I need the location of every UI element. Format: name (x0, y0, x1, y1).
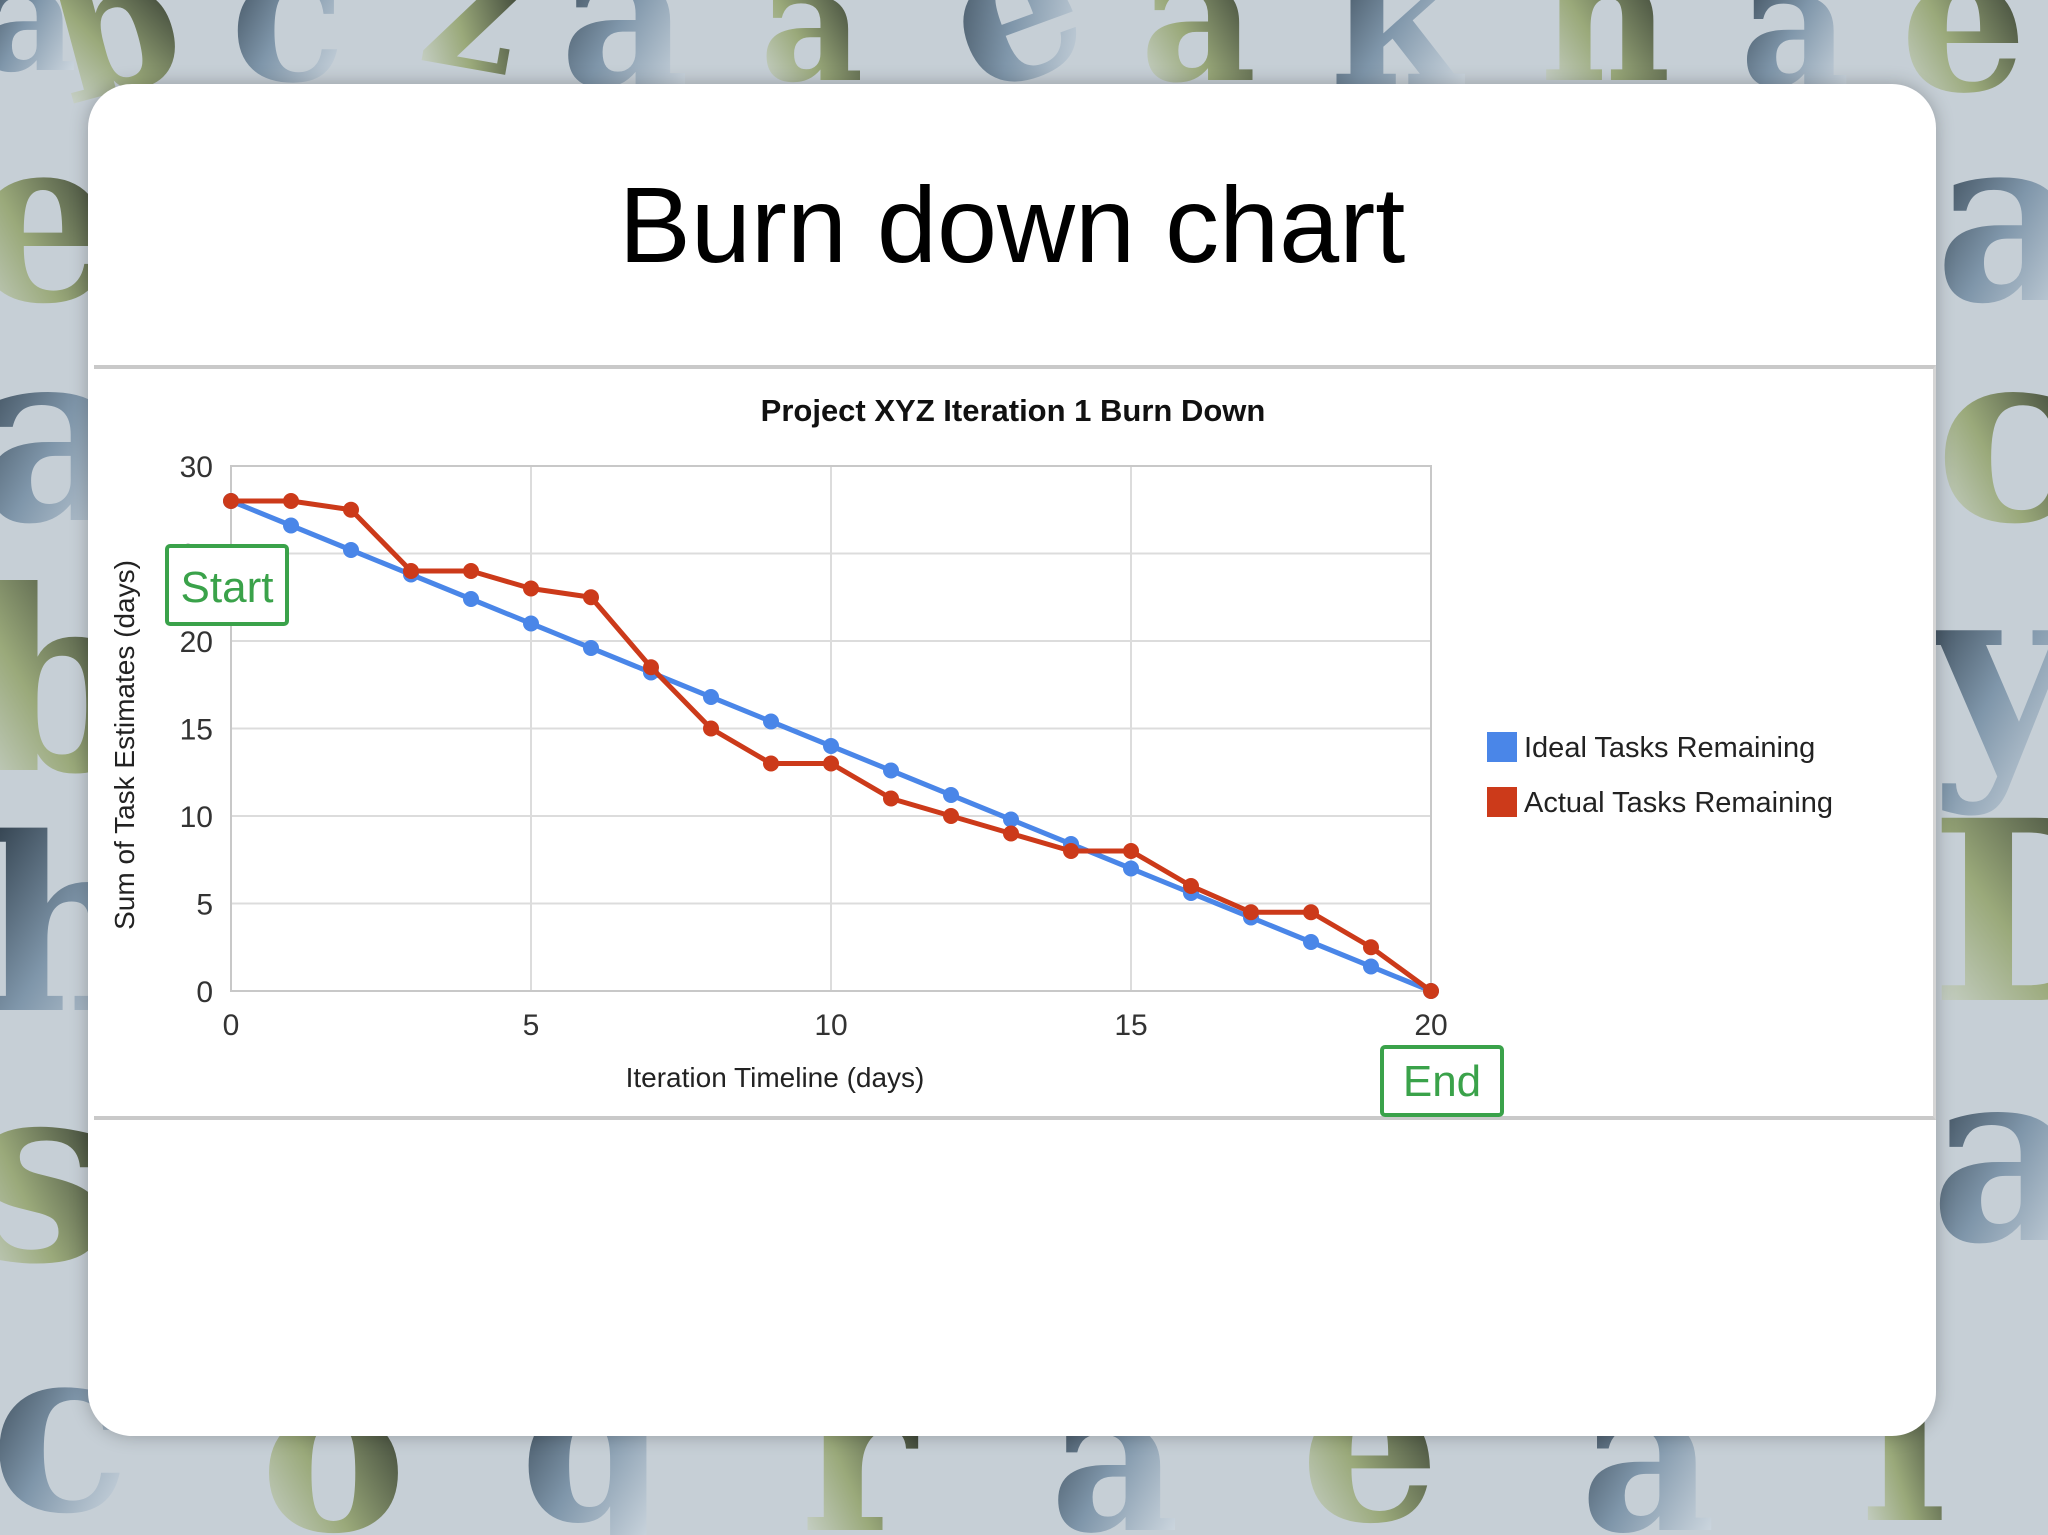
data-point-actual (1183, 878, 1199, 894)
legend-label-ideal: Ideal Tasks Remaining (1524, 732, 1815, 764)
data-point-ideal (523, 615, 539, 632)
data-point-actual (1303, 904, 1319, 921)
svg-text:a: a (0, 0, 77, 106)
data-point-actual (523, 580, 539, 597)
data-point-ideal (823, 738, 839, 754)
data-point-actual (223, 493, 239, 509)
data-point-ideal (283, 517, 299, 534)
svg-text:D: D (1930, 765, 2048, 1059)
data-point-actual (583, 589, 599, 606)
data-point-ideal (883, 762, 899, 779)
burndown-chart: Project XYZ Iteration 1 Burn Down 0 5 10 15… (109, 393, 1833, 1117)
start-annotation-label: Start (181, 563, 274, 612)
data-point-ideal (1003, 811, 1019, 828)
slide-title: Burn down chart (618, 164, 1406, 285)
x-axis-label: Iteration Timeline (days) (626, 1062, 925, 1093)
y-tick-label: 10 (180, 801, 213, 834)
x-tick-label: 10 (814, 1009, 847, 1042)
start-annotation-box (165, 544, 289, 626)
data-point-actual (343, 501, 359, 518)
data-point-ideal (463, 591, 479, 607)
end-annotation-label: End (1403, 1057, 1481, 1106)
svg-text:a: a (1930, 1015, 2048, 1297)
legend-swatch-ideal (1487, 732, 1517, 762)
y-tick-label: 30 (180, 451, 213, 484)
y-tick-label: 15 (180, 714, 213, 747)
svg-text:c: c (1935, 295, 2048, 577)
data-point-actual (943, 808, 959, 824)
svg-text:a: a (1935, 85, 2048, 355)
legend-swatch-actual (1487, 787, 1517, 817)
data-point-actual (1123, 843, 1139, 859)
x-tick-label: 5 (523, 1009, 540, 1042)
svg-text:y: y (1926, 525, 2048, 819)
chart-title: Project XYZ Iteration 1 Burn Down (761, 393, 1266, 428)
data-point-ideal (1303, 934, 1319, 950)
chart-panel (94, 365, 1936, 1120)
x-tick-label: 0 (223, 1009, 240, 1042)
data-point-actual (463, 563, 479, 579)
data-point-actual (643, 659, 659, 676)
y-tick-label: 20 (180, 626, 213, 659)
data-point-actual (703, 720, 719, 737)
y-axis-label: Sum of Task Estimates (days) (109, 560, 140, 930)
data-point-ideal (583, 640, 599, 656)
start-annotation: Start (165, 544, 289, 626)
data-point-actual (1423, 983, 1439, 999)
data-point-actual (1003, 825, 1019, 842)
end-annotation-box (1380, 1045, 1504, 1117)
legend-label-actual: Actual Tasks Remaining (1524, 787, 1833, 819)
y-tick-label: 5 (196, 889, 213, 922)
data-point-ideal (703, 689, 719, 705)
data-point-actual (1063, 843, 1079, 859)
chart-legend: Ideal Tasks Remaining Actual Tasks Remai… (1487, 732, 1833, 819)
data-point-actual (883, 790, 899, 807)
axis-tick-labels: 05101520253005101520 (180, 451, 1448, 1042)
chart-series (223, 493, 1439, 999)
x-tick-label: 15 (1114, 1009, 1147, 1042)
data-point-ideal (763, 713, 779, 730)
data-point-actual (403, 563, 419, 579)
data-point-ideal (343, 542, 359, 558)
y-tick-label: 0 (196, 976, 213, 1009)
data-point-actual (283, 493, 299, 509)
end-annotation: End (1380, 1045, 1504, 1117)
x-tick-label: 20 (1414, 1009, 1447, 1042)
data-point-actual (763, 755, 779, 772)
data-point-actual (823, 755, 839, 772)
data-point-ideal (1363, 958, 1379, 975)
plot-area-border (230, 465, 1432, 992)
data-point-ideal (943, 787, 959, 803)
data-point-actual (1363, 939, 1379, 956)
data-point-actual (1243, 904, 1259, 921)
data-point-ideal (1123, 860, 1139, 877)
